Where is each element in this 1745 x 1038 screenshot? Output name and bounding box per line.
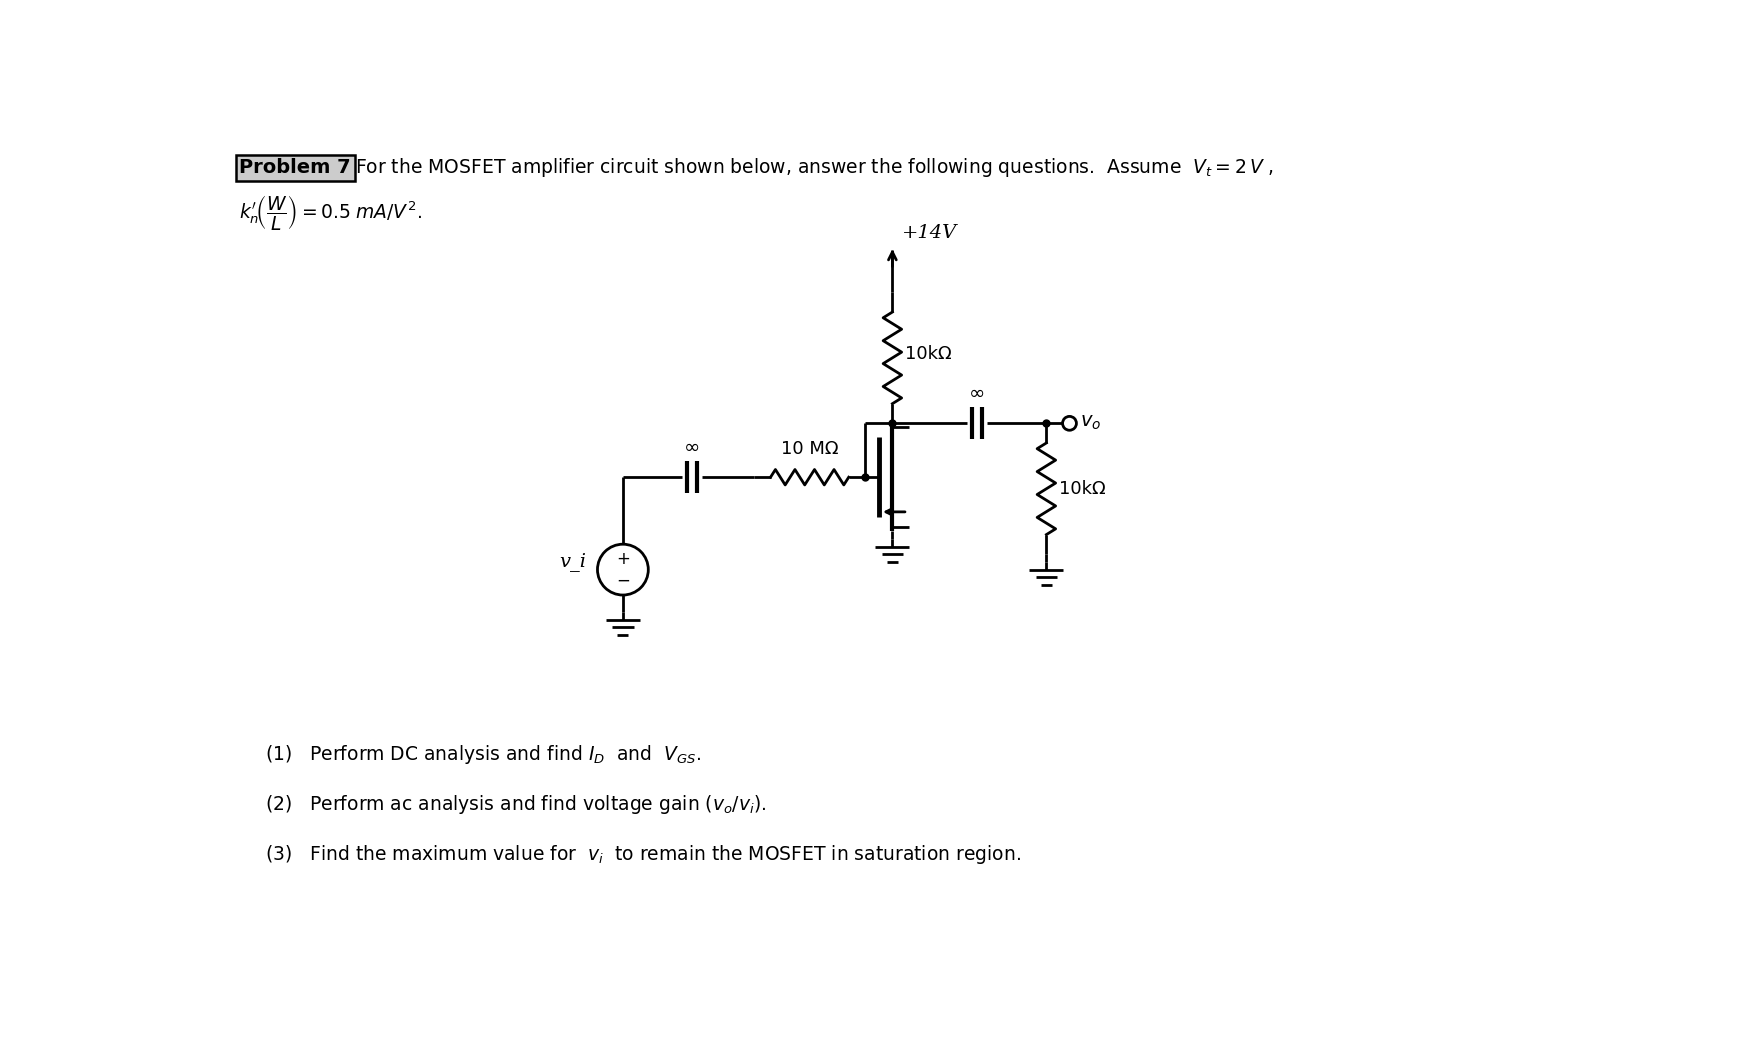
Text: v_i: v_i <box>558 552 586 571</box>
Text: 10kΩ: 10kΩ <box>906 345 953 363</box>
Text: 10 MΩ: 10 MΩ <box>780 440 838 458</box>
Text: $k_n'\!\left(\dfrac{W}{L}\right) = 0.5\;mA/V^2$.: $k_n'\!\left(\dfrac{W}{L}\right) = 0.5\;… <box>239 193 422 231</box>
Text: 10kΩ: 10kΩ <box>1059 480 1106 498</box>
Text: (2)   Perform ac analysis and find voltage gain ($v_o/v_i$).: (2) Perform ac analysis and find voltage… <box>265 793 766 816</box>
Text: Problem 7: Problem 7 <box>239 158 351 177</box>
Text: ∞: ∞ <box>968 384 986 404</box>
Text: +: + <box>616 550 630 568</box>
Text: $v_o$: $v_o$ <box>1080 414 1101 433</box>
Text: For the MOSFET amplifier circuit shown below, answer the following questions.  A: For the MOSFET amplifier circuit shown b… <box>354 156 1274 180</box>
Text: +14V: +14V <box>902 223 956 242</box>
Text: ∞: ∞ <box>684 438 700 457</box>
Text: −: − <box>616 571 630 590</box>
Text: (1)   Perform DC analysis and find $I_D$  and  $V_{GS}$.: (1) Perform DC analysis and find $I_D$ a… <box>265 743 701 766</box>
Text: (3)   Find the maximum value for  $v_i$  to remain the MOSFET in saturation regi: (3) Find the maximum value for $v_i$ to … <box>265 843 1021 866</box>
